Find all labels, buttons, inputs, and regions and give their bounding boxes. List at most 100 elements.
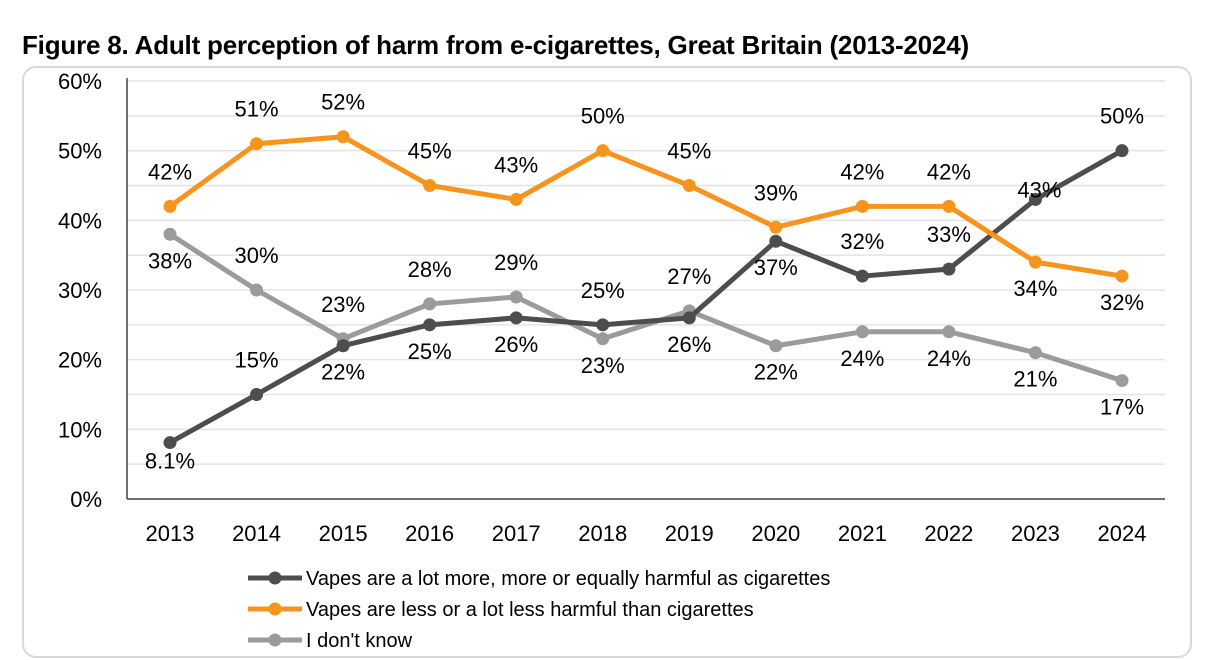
data-point	[163, 199, 177, 213]
data-label: 42%	[148, 159, 192, 184]
data-point	[423, 318, 437, 332]
x-tick-label: 2022	[924, 521, 973, 546]
data-point	[942, 199, 956, 213]
data-label: 42%	[927, 159, 971, 184]
data-label: 43%	[1017, 177, 1061, 202]
data-point	[942, 325, 956, 339]
data-point	[596, 332, 610, 346]
legend-label: I don't know	[306, 630, 413, 652]
y-tick-label: 0%	[70, 487, 102, 512]
x-tick-label: 2017	[492, 521, 541, 546]
data-label: 23%	[581, 353, 625, 378]
data-point	[509, 311, 523, 325]
legend-marker	[268, 571, 282, 585]
data-label: 42%	[840, 159, 884, 184]
data-label: 26%	[494, 332, 538, 357]
data-point	[1028, 192, 1042, 206]
x-tick-label: 2020	[751, 521, 800, 546]
data-point	[1028, 346, 1042, 360]
legend-marker	[268, 602, 282, 616]
legend-label: Vapes are less or a lot less harmful tha…	[306, 599, 754, 621]
data-point	[509, 290, 523, 304]
data-point	[942, 262, 956, 276]
data-label: 27%	[667, 264, 711, 289]
data-point	[163, 227, 177, 241]
series-line	[168, 148, 1124, 445]
data-point	[769, 234, 783, 248]
legend-item: I don't know	[248, 630, 413, 652]
data-point	[423, 297, 437, 311]
data-label: 29%	[494, 250, 538, 275]
x-tick-label: 2016	[405, 521, 454, 546]
data-point	[423, 179, 437, 192]
data-label: 24%	[840, 346, 884, 371]
x-tick-label: 2015	[319, 521, 368, 546]
data-label: 22%	[321, 360, 365, 385]
data-point	[855, 199, 869, 213]
data-point	[250, 388, 264, 401]
series-1	[163, 130, 1129, 283]
chart-title: Figure 8. Adult perception of harm from …	[22, 30, 969, 60]
data-label: 34%	[1013, 276, 1057, 301]
data-label: 25%	[581, 278, 625, 303]
series-0	[163, 144, 1129, 450]
data-point	[1115, 374, 1129, 388]
data-label: 45%	[408, 139, 452, 164]
data-label: 52%	[321, 90, 365, 115]
data-label: 50%	[581, 104, 625, 129]
data-label: 24%	[927, 346, 971, 371]
y-tick-label: 20%	[58, 348, 102, 373]
data-label: 45%	[667, 139, 711, 164]
data-label: 32%	[1100, 290, 1144, 315]
data-point	[1115, 144, 1129, 158]
y-tick-label: 10%	[58, 417, 102, 442]
data-label: 43%	[494, 152, 538, 177]
y-tick-label: 60%	[58, 69, 102, 94]
data-label: 33%	[927, 222, 971, 247]
data-point	[250, 283, 264, 297]
data-label: 39%	[754, 180, 798, 205]
data-point	[596, 318, 610, 332]
data-point	[596, 144, 610, 158]
data-label: 30%	[235, 243, 279, 268]
data-label: 50%	[1100, 104, 1144, 129]
x-tick-label: 2014	[232, 521, 281, 546]
data-label: 51%	[235, 97, 279, 122]
legend-label: Vapes are a lot more, more or equally ha…	[306, 568, 830, 590]
data-label: 23%	[321, 292, 365, 317]
data-label: 25%	[408, 339, 452, 364]
data-point	[855, 325, 869, 339]
data-point	[769, 339, 783, 353]
data-point	[250, 137, 264, 151]
data-point	[1028, 255, 1042, 269]
y-tick-label: 50%	[58, 139, 102, 164]
data-point	[1115, 269, 1129, 283]
data-label: 38%	[148, 248, 192, 273]
x-tick-label: 2018	[578, 521, 627, 546]
legend-item: Vapes are less or a lot less harmful tha…	[248, 599, 754, 621]
data-label: 17%	[1100, 395, 1144, 420]
data-point	[682, 311, 696, 325]
data-point	[163, 436, 177, 450]
data-label: 28%	[408, 257, 452, 282]
data-point	[336, 339, 350, 353]
data-label: 21%	[1013, 367, 1057, 392]
series-line	[168, 134, 1123, 279]
data-label: 8.1%	[145, 449, 195, 474]
x-tick-label: 2021	[838, 521, 887, 546]
data-point	[769, 220, 783, 234]
data-label: 32%	[840, 229, 884, 254]
data-point	[855, 269, 869, 283]
series-line	[168, 232, 1123, 383]
y-tick-label: 40%	[58, 208, 102, 233]
data-label: 15%	[235, 348, 279, 373]
x-tick-label: 2023	[1011, 521, 1060, 546]
data-label: 37%	[754, 255, 798, 280]
y-tick-label: 30%	[58, 278, 102, 303]
chart-frame	[22, 66, 1192, 658]
data-point	[509, 192, 523, 206]
legend-marker	[268, 633, 282, 647]
x-tick-label: 2019	[665, 521, 714, 546]
data-point	[336, 130, 350, 144]
